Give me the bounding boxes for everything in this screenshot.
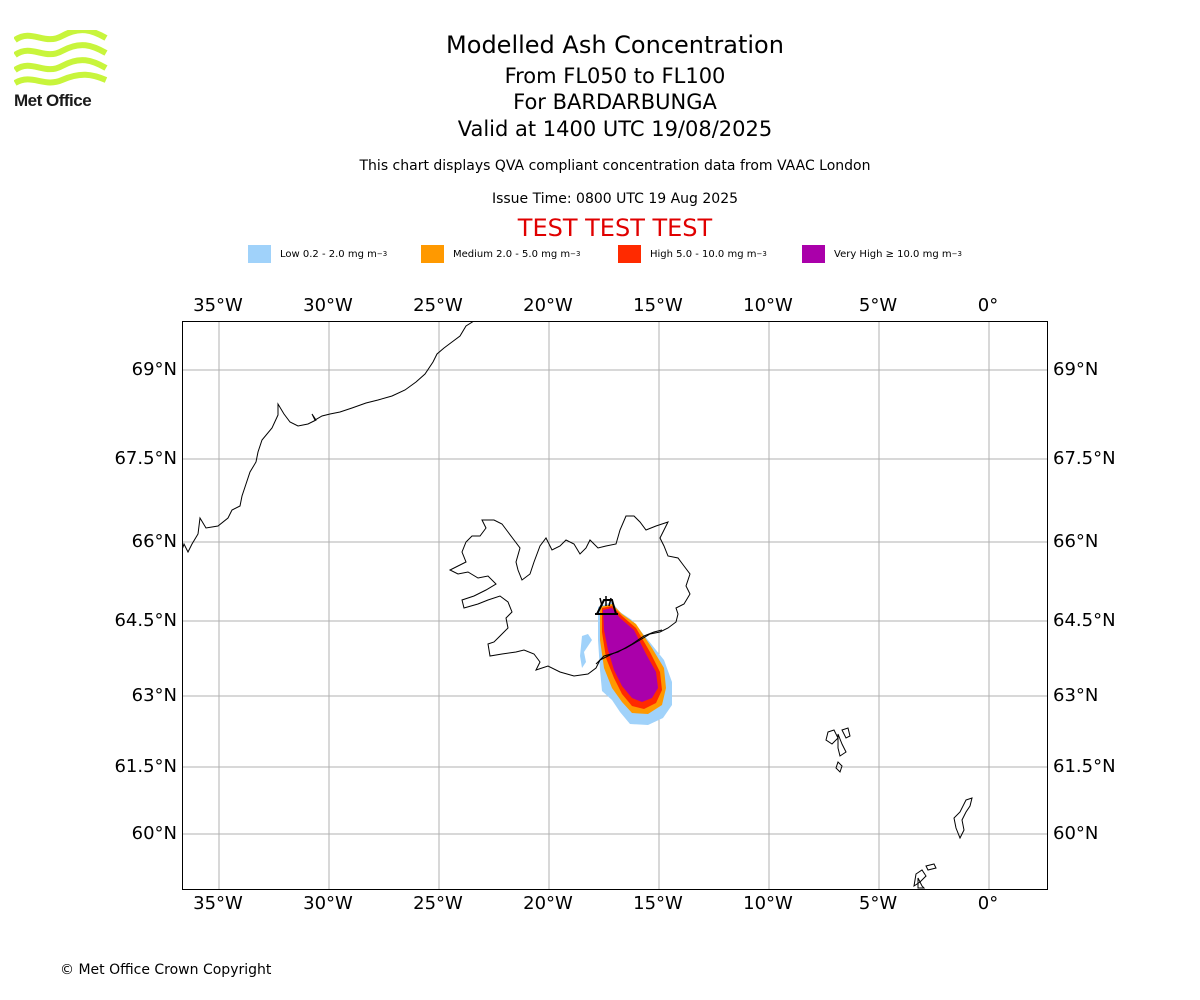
- greenland-coast: [182, 321, 475, 554]
- map-background: [182, 321, 1048, 890]
- legend-label-high: High 5.0 - 10.0 mg m: [650, 248, 757, 260]
- lat-tick-left: 64.5°N: [114, 610, 177, 631]
- orkney-coast: [913, 863, 937, 889]
- legend-swatch-low: [248, 245, 271, 263]
- lat-tick-right: 67.5°N: [1053, 448, 1116, 469]
- lon-tick-top: 5°W: [858, 295, 898, 316]
- lon-tick-top: 0°: [977, 295, 999, 316]
- legend-item-low: Low 0.2 - 2.0 mg m −3: [248, 244, 387, 264]
- ash-plume-outline: [595, 629, 663, 665]
- ash-very-high-region: [603, 608, 658, 702]
- lon-tick-top: 30°W: [303, 295, 353, 316]
- legend-unit-exp-medium: −3: [570, 250, 581, 258]
- legend-swatch-medium: [421, 245, 444, 263]
- lat-tick-left: 61.5°N: [114, 756, 177, 777]
- lon-tick-bottom: 35°W: [193, 893, 243, 914]
- lon-tick-top: 20°W: [523, 295, 573, 316]
- volcano-name: For BARDARBUNGA: [513, 90, 717, 114]
- legend-item-medium: Medium 2.0 - 5.0 mg m −3: [421, 244, 580, 264]
- lat-tick-right: 66°N: [1053, 531, 1099, 552]
- legend-item-very-high: Very High ≥ 10.0 mg m −3: [802, 244, 962, 264]
- lon-tick-bottom: 30°W: [303, 893, 353, 914]
- issue-time: Issue Time: 0800 UTC 19 Aug 2025: [491, 191, 739, 207]
- volcano-icon: [595, 596, 618, 615]
- coastlines: [182, 321, 973, 889]
- legend-unit-exp-very-high: −3: [951, 250, 962, 258]
- lat-tick-right: 63°N: [1053, 685, 1099, 706]
- met-office-logo: Met Office: [13, 27, 109, 112]
- shetland-coast: [953, 797, 973, 840]
- lat-tick-right: 64.5°N: [1053, 610, 1116, 631]
- map-frame: [182, 321, 1048, 890]
- legend-label-medium: Medium 2.0 - 5.0 mg m: [453, 248, 571, 260]
- legend-label-low: Low 0.2 - 2.0 mg m: [280, 248, 377, 260]
- lat-tick-left: 69°N: [131, 359, 177, 380]
- legend-swatch-high: [618, 245, 641, 263]
- legend-label-very-high: Very High ≥ 10.0 mg m: [834, 248, 952, 260]
- lat-tick-right: 61.5°N: [1053, 756, 1116, 777]
- lon-tick-top: 25°W: [413, 295, 463, 316]
- lat-tick-left: 63°N: [131, 685, 177, 706]
- test-banner: TEST TEST TEST: [517, 214, 713, 242]
- legend-unit-exp-low: −3: [376, 250, 388, 258]
- chart-title: Modelled Ash Concentration: [446, 31, 784, 59]
- valid-time: Valid at 1400 UTC 19/08/2025: [457, 117, 773, 141]
- info-text: This chart displays QVA compliant concen…: [359, 158, 871, 174]
- lon-tick-top: 10°W: [743, 295, 793, 316]
- flight-level-range: From FL050 to FL100: [504, 64, 726, 88]
- lon-tick-bottom: 10°W: [743, 893, 793, 914]
- legend-swatch-very-high: [802, 245, 825, 263]
- lon-tick-bottom: 20°W: [523, 893, 573, 914]
- lon-tick-bottom: 25°W: [413, 893, 463, 914]
- met-office-waves-icon: [13, 27, 108, 86]
- lat-tick-right: 60°N: [1053, 823, 1099, 844]
- lon-tick-bottom: 5°W: [858, 893, 898, 914]
- lat-tick-left: 60°N: [131, 823, 177, 844]
- ash-map: [182, 321, 1048, 890]
- copyright-text: © Met Office Crown Copyright: [60, 962, 272, 978]
- lat-tick-left: 66°N: [131, 531, 177, 552]
- lon-tick-top: 35°W: [193, 295, 243, 316]
- logo-text: Met Office: [14, 91, 92, 110]
- ash-plume: [580, 602, 672, 725]
- lon-tick-bottom: 15°W: [633, 893, 683, 914]
- iceland-coast: [448, 515, 691, 677]
- lat-tick-left: 67.5°N: [114, 448, 177, 469]
- faroe-islands-coast: [825, 727, 851, 773]
- lon-tick-top: 15°W: [633, 295, 683, 316]
- lat-tick-right: 69°N: [1053, 359, 1099, 380]
- legend-item-high: High 5.0 - 10.0 mg m −3: [618, 244, 767, 264]
- lon-tick-bottom: 0°: [977, 893, 999, 914]
- legend-unit-exp-high: −3: [756, 250, 767, 258]
